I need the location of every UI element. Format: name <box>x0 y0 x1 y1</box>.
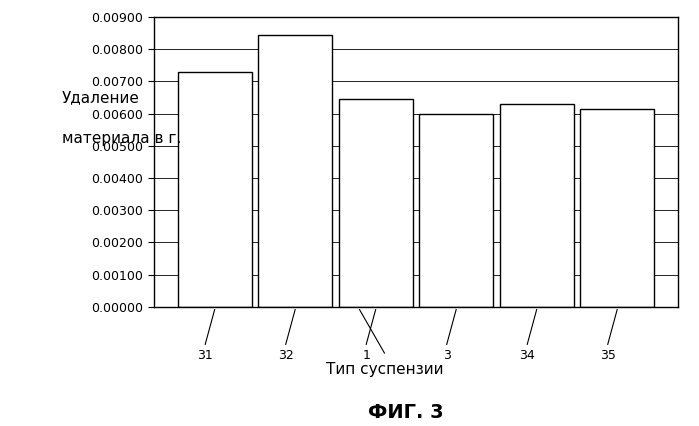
Text: 32: 32 <box>278 349 294 362</box>
Text: материала в г.: материала в г. <box>62 131 182 146</box>
Bar <box>258 35 332 307</box>
Bar <box>500 104 574 307</box>
Text: 31: 31 <box>197 349 213 362</box>
Bar <box>178 72 252 307</box>
Text: 1: 1 <box>362 349 370 362</box>
Text: Удаление: Удаление <box>62 91 140 106</box>
Text: Тип суспензии: Тип суспензии <box>326 362 443 377</box>
Text: ФИГ. 3: ФИГ. 3 <box>368 403 443 422</box>
Bar <box>580 109 654 307</box>
Bar <box>419 114 493 307</box>
Bar <box>338 99 412 307</box>
Text: 34: 34 <box>519 349 535 362</box>
Text: 3: 3 <box>442 349 451 362</box>
Text: 35: 35 <box>600 349 616 362</box>
